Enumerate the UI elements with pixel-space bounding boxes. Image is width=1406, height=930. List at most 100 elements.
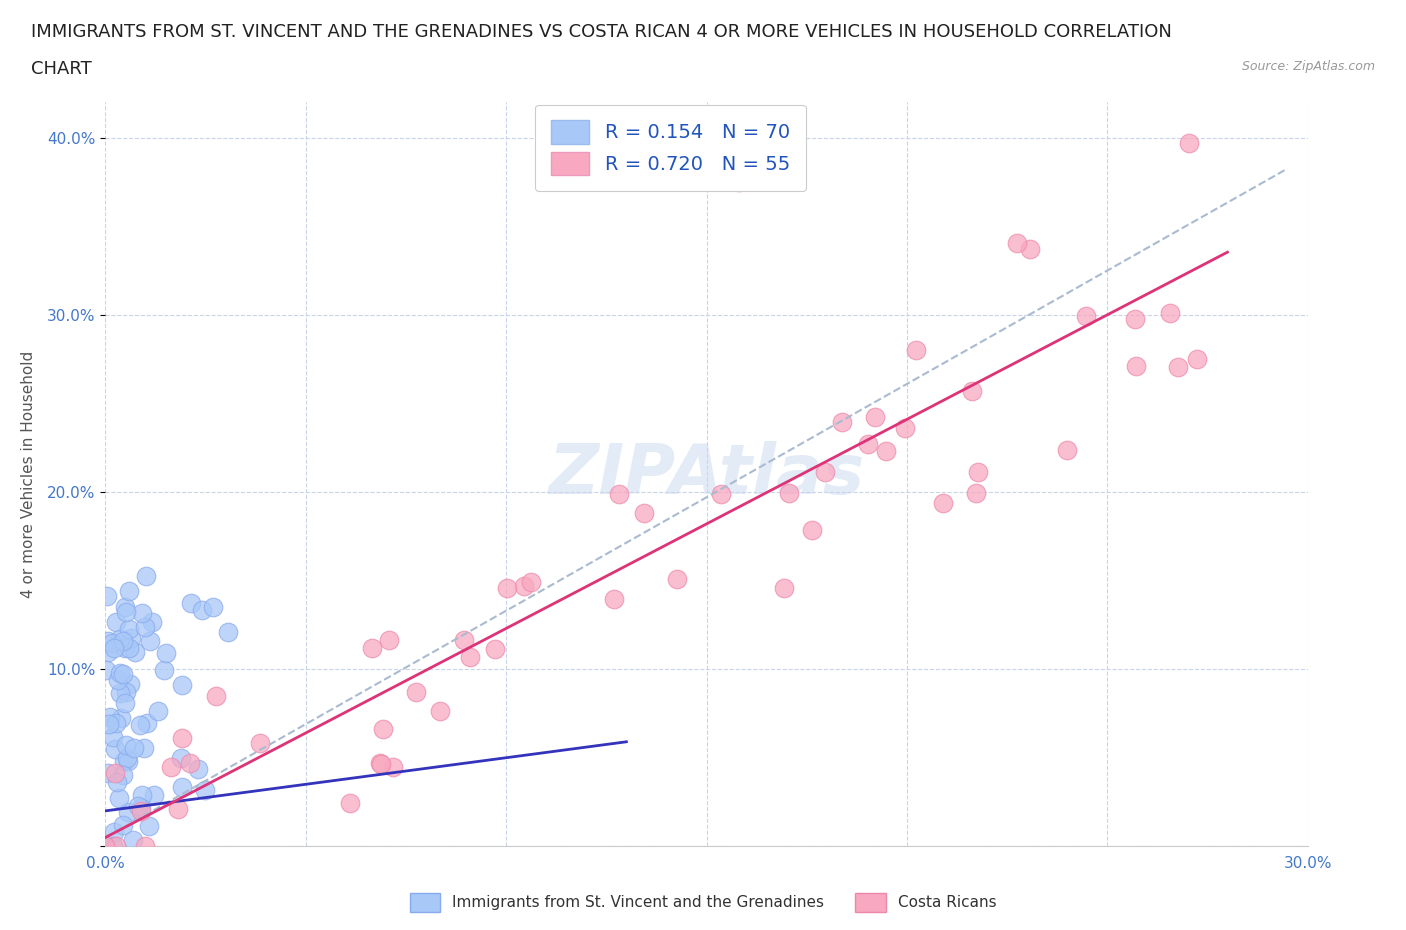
Point: [132, 740, 155, 755]
Y-axis label: 4 or more Vehicles in Household: 4 or more Vehicles in Household: [21, 351, 37, 598]
Point: [112, 768, 135, 783]
Point: [453, 632, 475, 647]
Point: [863, 409, 886, 424]
Point: [101, 635, 124, 650]
Legend: Immigrants from St. Vincent and the Grenadines, Costa Ricans: Immigrants from St. Vincent and the Gren…: [404, 887, 1002, 918]
Point: [135, 568, 157, 583]
Point: [1185, 352, 1208, 366]
Point: [960, 383, 983, 398]
Point: [115, 751, 138, 765]
Point: [429, 704, 451, 719]
Point: [117, 753, 139, 768]
Point: [110, 631, 132, 646]
Point: [134, 619, 156, 634]
Point: [172, 780, 194, 795]
Text: CHART: CHART: [31, 60, 91, 78]
Point: [122, 741, 145, 756]
Point: [858, 437, 880, 452]
Point: [727, 175, 749, 190]
Point: [115, 737, 138, 752]
Point: [108, 686, 131, 701]
Point: [180, 596, 202, 611]
Point: [371, 722, 394, 737]
Point: [101, 839, 124, 854]
Point: [1125, 358, 1147, 373]
Point: [967, 465, 990, 480]
Point: [141, 615, 163, 630]
Point: [633, 506, 655, 521]
Point: [170, 730, 193, 745]
Point: [101, 730, 124, 745]
Point: [97, 633, 120, 648]
Point: [875, 444, 897, 458]
Point: [249, 735, 271, 750]
Point: [1019, 242, 1042, 257]
Point: [146, 703, 169, 718]
Point: [111, 633, 134, 648]
Point: [965, 485, 987, 500]
Point: [127, 798, 149, 813]
Point: [1056, 443, 1078, 458]
Point: [370, 756, 392, 771]
Point: [603, 591, 626, 606]
Point: [520, 575, 543, 590]
Point: [118, 641, 141, 656]
Point: [458, 650, 481, 665]
Point: [368, 756, 391, 771]
Point: [135, 716, 157, 731]
Point: [103, 824, 125, 839]
Point: [831, 414, 853, 429]
Point: [105, 775, 128, 790]
Point: [155, 645, 177, 660]
Point: [1123, 312, 1146, 326]
Legend: R = 0.154   N = 70, R = 0.720   N = 55: R = 0.154 N = 70, R = 0.720 N = 55: [536, 104, 806, 191]
Point: [97, 716, 120, 731]
Text: ZIPAtlas: ZIPAtlas: [548, 441, 865, 508]
Point: [118, 584, 141, 599]
Point: [1159, 306, 1181, 321]
Point: [94, 839, 117, 854]
Point: [138, 818, 160, 833]
Point: [139, 633, 162, 648]
Point: [134, 839, 156, 854]
Point: [111, 817, 134, 832]
Point: [217, 624, 239, 639]
Point: [382, 760, 405, 775]
Point: [710, 486, 733, 501]
Point: [190, 603, 212, 618]
Point: [361, 641, 384, 656]
Point: [170, 751, 193, 765]
Point: [893, 421, 915, 436]
Text: Source: ZipAtlas.com: Source: ZipAtlas.com: [1241, 60, 1375, 73]
Point: [104, 716, 127, 731]
Point: [904, 342, 927, 357]
Point: [110, 711, 132, 725]
Point: [114, 684, 136, 699]
Point: [96, 589, 118, 604]
Point: [129, 800, 152, 815]
Point: [110, 666, 132, 681]
Point: [187, 762, 209, 777]
Point: [107, 672, 129, 687]
Point: [117, 804, 139, 819]
Point: [105, 839, 128, 854]
Point: [378, 632, 401, 647]
Point: [484, 642, 506, 657]
Point: [103, 641, 125, 656]
Point: [665, 571, 688, 586]
Point: [120, 676, 142, 691]
Point: [814, 464, 837, 479]
Point: [194, 783, 217, 798]
Point: [143, 788, 166, 803]
Point: [205, 688, 228, 703]
Point: [201, 599, 224, 614]
Point: [772, 580, 794, 595]
Point: [131, 606, 153, 621]
Point: [160, 760, 183, 775]
Point: [120, 631, 142, 645]
Point: [114, 600, 136, 615]
Point: [1167, 359, 1189, 374]
Point: [167, 802, 190, 817]
Point: [118, 621, 141, 636]
Point: [98, 709, 121, 724]
